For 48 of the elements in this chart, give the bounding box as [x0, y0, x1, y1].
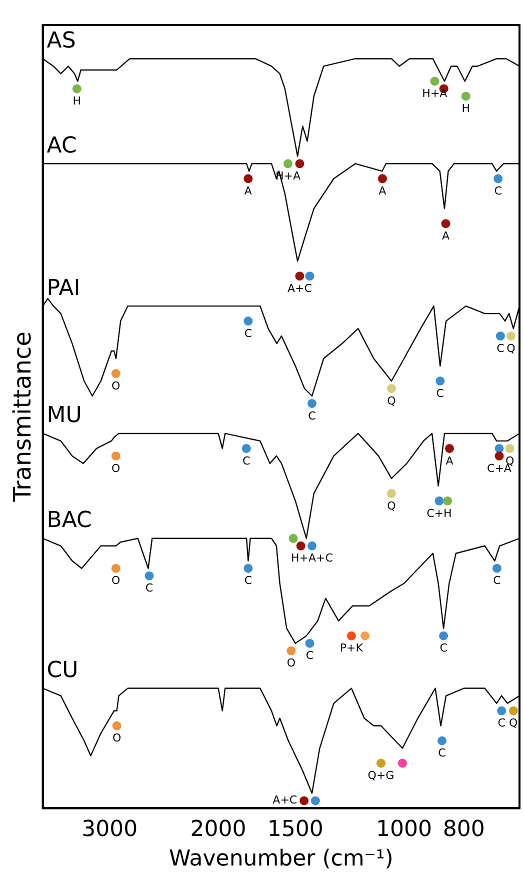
annotation: C+H	[426, 506, 452, 520]
annotation: C	[436, 386, 444, 400]
annotation: C	[440, 642, 448, 655]
annotation: O	[112, 732, 122, 745]
annotation: O	[112, 574, 121, 588]
annotation: A+C	[272, 794, 298, 807]
annotation: C	[438, 746, 446, 760]
annotation: Q	[387, 394, 396, 408]
annotation: Q	[509, 716, 518, 730]
series-label: BAC	[46, 508, 92, 534]
annotation: H	[462, 102, 470, 116]
x-tick-label: 800	[442, 817, 485, 842]
annotation: Q	[387, 499, 396, 512]
series-label: MU	[46, 403, 82, 428]
x-tick-label: 1000	[376, 817, 432, 842]
annotation: C	[145, 582, 154, 595]
series-label: AS	[46, 28, 76, 54]
annotation: C	[493, 574, 502, 588]
annotation: A	[378, 184, 387, 198]
annotation: H	[72, 94, 82, 108]
annotation: C	[498, 716, 506, 730]
annotation: C	[244, 574, 252, 588]
x-axis-title: Wavenumber (cm⁻¹)	[168, 846, 394, 872]
series-label: PAI	[46, 276, 80, 301]
annotation: C	[494, 184, 502, 198]
annotation: O	[286, 656, 296, 670]
annotation: A+C	[288, 282, 312, 295]
annotation: C	[306, 649, 314, 662]
y-axis-title: Transmittance	[8, 332, 37, 503]
annotation: P+K	[340, 642, 364, 655]
x-tick-label: 2000	[190, 817, 246, 842]
annotation: C	[308, 409, 316, 422]
annotation: C	[242, 454, 251, 468]
annotation: C	[496, 342, 505, 355]
annotation: O	[112, 379, 121, 392]
series-label: AC	[46, 133, 77, 158]
annotation: A	[446, 454, 454, 468]
annotation: Q+G	[368, 769, 394, 782]
annotation: Q	[506, 342, 516, 355]
x-tick-label: 3000	[82, 817, 138, 842]
x-tick-label: 1500	[267, 817, 324, 842]
annotation: A	[244, 184, 252, 198]
annotation: C	[244, 326, 252, 340]
annotation: H+A	[422, 87, 448, 100]
annotation: H+A+C	[291, 552, 334, 565]
annotation: A	[442, 229, 450, 242]
annotation: O	[112, 462, 121, 475]
series-label: CU	[46, 658, 78, 684]
